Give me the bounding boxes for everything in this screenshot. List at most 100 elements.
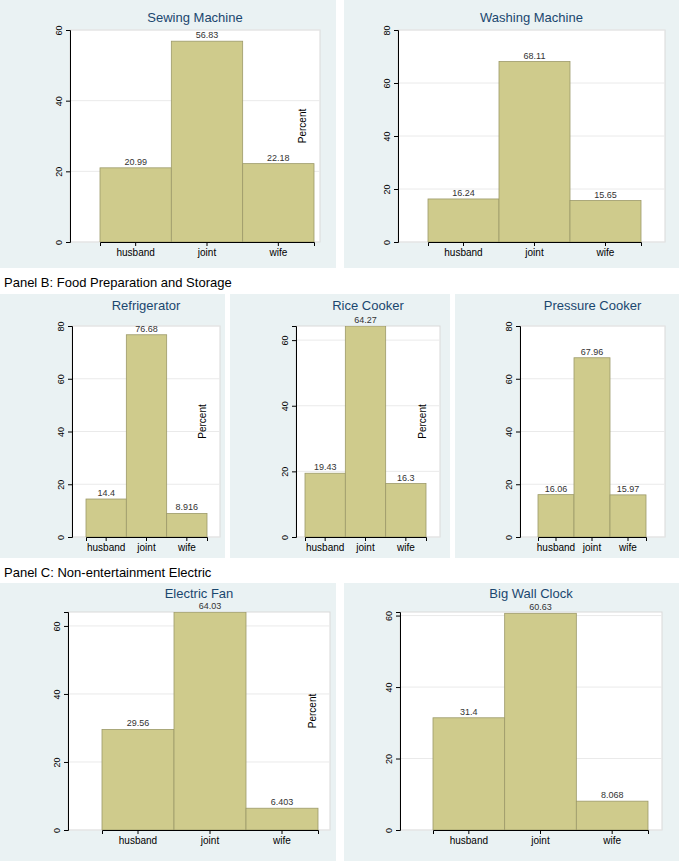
x-tick: husband [87,537,125,553]
y-axis: 0204060 [54,25,71,245]
grid [520,326,665,537]
y-axis-title: Percent [417,404,428,439]
y-axis: 020406080 [504,321,521,540]
panel-background [230,294,450,558]
y-tick: 40 [56,427,72,437]
y-tick-label: 20 [382,184,392,194]
y-tick-mark [68,484,72,485]
bar [428,199,499,242]
y-tick-label: 20 [52,757,62,767]
x-tick-label: wife [602,835,621,846]
y-tick-mark [68,537,72,538]
y-axis-title: Percent [297,109,308,144]
data-labels: 29.5664.036.403 [127,601,294,807]
grid [72,326,220,537]
x-tick-label: husband [450,835,488,846]
data-label: 16.24 [452,188,475,198]
y-tick: 60 [504,374,520,384]
x-axis: husband joint wife [103,830,319,846]
x-tick-label: joint [200,835,220,846]
x-tick: wife [177,537,196,553]
chart-title: Washing Machine [480,10,583,25]
subchart: Refrigerator14.476.688.916020406080husba… [0,294,225,558]
x-tick: joint [524,242,544,258]
data-label: 60.63 [529,602,552,612]
y-tick: 0 [382,240,398,245]
panel-background [0,583,336,861]
x-tick: husband [537,537,575,553]
x-axis: husbandjointwife [101,242,315,258]
y-tick-mark [68,326,72,327]
bar [243,164,314,242]
y-tick-label: 40 [280,401,290,411]
x-tick: joint [530,830,550,846]
y-axis: 0204060 [280,327,297,541]
data-label: 64.03 [199,601,222,611]
x-tick: wife [602,830,621,846]
bar [102,729,174,830]
data-label: 15.65 [594,190,617,200]
x-tick-mark [463,242,464,246]
x-tick-label: joint [524,247,544,258]
data-label: 67.96 [581,347,604,357]
y-tick-label: 80 [504,321,514,331]
plot-area [70,30,320,242]
x-axis: husband joint wife [434,830,649,846]
y-tick-mark [516,326,520,327]
x-tick: husband [306,537,344,553]
data-label: 8.068 [601,790,624,800]
bar [345,326,385,537]
y-tick-label: 40 [384,683,394,693]
y-tick-label: 0 [280,535,290,540]
x-tick: joint [582,537,602,553]
y-tick-mark [292,406,296,407]
bar [576,801,648,830]
x-tick-mark [210,830,211,834]
y-tick: 20 [280,467,296,477]
data-label: 31.4 [460,707,478,717]
x-tick-mark [468,830,469,834]
chart-title: Big Wall Clock [489,586,573,601]
x-tick-mark [540,830,541,834]
data-labels: 16.2468.1115.65 [452,51,617,200]
data-label: 76.68 [135,324,158,334]
y-tick: 20 [382,184,398,194]
data-labels: 20.9956.8322.18 [124,30,289,167]
x-tick: joint [136,537,156,553]
panel-heading: Panel B: Food Preparation and Storage [4,275,232,290]
y-tick-mark [66,242,70,243]
panel-background [0,0,336,268]
data-labels: 19.4364.2716.3 [314,315,415,482]
x-tick: joint [197,242,217,258]
subchart: Electric Fan29.5664.036.4030204060husban… [0,583,336,861]
y-tick: 40 [382,131,398,141]
x-tick-label: joint [197,247,217,258]
x-tick: wife [272,830,291,846]
y-tick-label: 60 [54,25,64,35]
x-tick-label: wife [596,247,615,258]
y-tick: 40 [504,427,520,437]
y-tick: 0 [52,828,68,833]
bars [538,358,646,537]
x-tick: wife [396,537,415,553]
bars [428,62,641,242]
x-tick-mark [534,242,535,246]
data-labels: 16.0667.9615.97 [545,347,640,494]
y-tick-label: 40 [54,96,64,106]
y-axis-line [394,31,399,243]
x-tick-mark [556,537,557,541]
bar [100,168,171,242]
x-axis-line [103,831,319,835]
y-tick-label: 60 [504,374,514,384]
y-tick: 60 [54,25,70,35]
y-tick: 40 [280,401,296,411]
y-tick-label: 20 [280,467,290,477]
x-tick: joint [355,537,375,553]
y-axis-line [66,31,71,243]
x-tick-label: joint [582,542,602,553]
y-tick-mark [396,687,400,688]
y-tick: 0 [280,535,296,540]
bars [86,335,207,537]
x-tick-label: husband [119,835,157,846]
y-tick-mark [516,432,520,433]
